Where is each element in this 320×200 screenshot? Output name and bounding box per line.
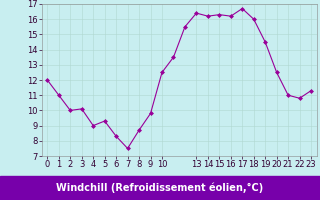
Text: Windchill (Refroidissement éolien,°C): Windchill (Refroidissement éolien,°C) xyxy=(56,183,264,193)
